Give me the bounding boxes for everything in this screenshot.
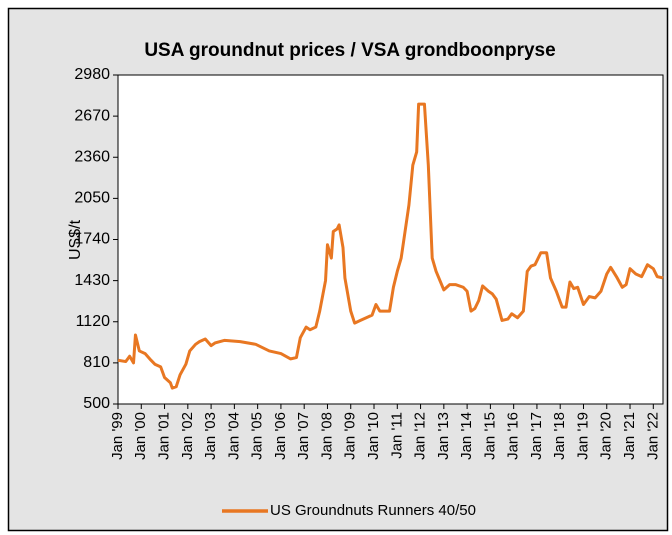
y-tick-label: 2670	[74, 107, 110, 124]
x-tick-label: Jan '19	[574, 412, 591, 460]
x-tick-label: Jan '15	[481, 412, 498, 460]
x-tick-label: Jan '22	[644, 412, 661, 460]
y-tick-label: 1430	[74, 272, 110, 289]
y-tick-label: 2980	[74, 66, 110, 83]
y-tick-label: 1120	[76, 313, 111, 330]
y-axis-label: US$/t	[67, 219, 84, 260]
plot-area	[117, 74, 664, 405]
x-tick-label: Jan '20	[598, 412, 615, 460]
x-tick-label: Jan '00	[132, 412, 149, 460]
chart-title: USA groundnut prices / VSA grondboonprys…	[144, 40, 555, 61]
x-tick-label: Jan '04	[225, 412, 242, 460]
x-tick-label: Jan '05	[249, 412, 266, 460]
y-tick-label: 2050	[74, 190, 110, 207]
y-tick-label: 810	[83, 354, 110, 371]
x-tick-label: Jan '13	[435, 412, 452, 460]
series-line	[117, 102, 664, 390]
x-tick-label: Jan '11	[388, 412, 405, 459]
x-tick-label: Jan '02	[179, 412, 196, 460]
x-tick-label: Jan '14	[458, 412, 475, 460]
x-tick-label: Jan '18	[551, 412, 568, 460]
x-tick-label: Jan '99	[109, 412, 126, 460]
y-tick-label: 1740	[74, 231, 110, 248]
y-tick-label: 2360	[74, 148, 110, 165]
x-tick-label: Jan '07	[295, 412, 312, 460]
x-tick-label: Jan '21	[621, 412, 638, 460]
x-tick-label: Jan '10	[365, 412, 382, 460]
legend-label: US Groundnuts Runners 40/50	[270, 502, 476, 519]
y-tick-label: 500	[83, 395, 110, 412]
x-tick-label: Jan '09	[342, 412, 359, 460]
x-tick-label: Jan '16	[505, 412, 522, 460]
x-tick-label: Jan '12	[412, 412, 429, 460]
x-tick-label: Jan '08	[318, 412, 335, 460]
x-tick-label: Jan '03	[202, 412, 219, 460]
x-tick-label: Jan '01	[156, 412, 173, 460]
x-tick-label: Jan '06	[272, 412, 289, 460]
x-tick-label: Jan '17	[528, 412, 545, 460]
